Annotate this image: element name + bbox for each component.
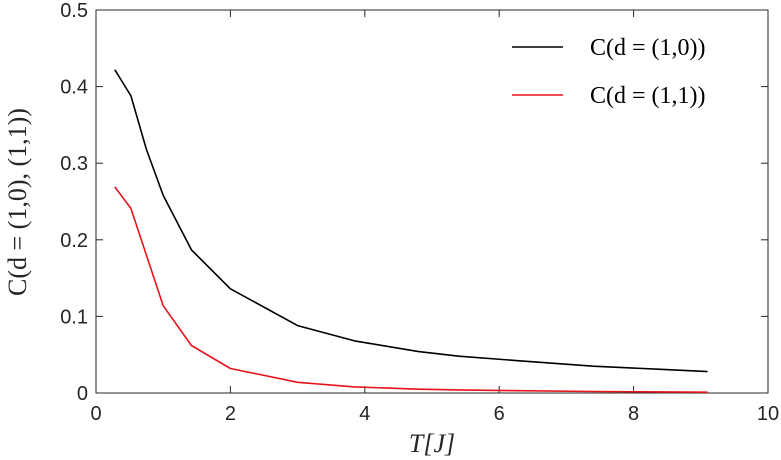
series-line-2: [114, 186, 708, 393]
x-tick-label: 6: [494, 403, 505, 425]
y-axis-label: C(d = (1,0), (1,1)): [3, 108, 32, 296]
axis-ticks: 0 2 4 6 8 10 0 0.1 0.2 0.3 0.4 0.5: [60, 0, 779, 425]
x-tick-label: 0: [90, 403, 101, 425]
y-tick-label: 0.2: [60, 230, 88, 252]
x-tick-label: 8: [628, 403, 639, 425]
x-tick-label: 10: [757, 403, 779, 425]
y-tick-label: 0.4: [60, 77, 88, 99]
legend: C(d = (1,0)) C(d = (1,1)): [512, 35, 706, 109]
plot-frame: [95, 9, 769, 394]
x-tick-label: 2: [225, 403, 236, 425]
y-tick-label: 0.5: [60, 0, 88, 22]
y-tick-label: 0: [77, 383, 88, 405]
legend-label-1: C(d = (1,0)): [590, 35, 706, 61]
x-tick-label: 4: [359, 403, 370, 425]
y-axis-label-text: C(d = (1,0), (1,1)): [3, 108, 32, 296]
series-line-1: [114, 69, 708, 373]
legend-label-2: C(d = (1,1)): [590, 83, 706, 109]
y-tick-label: 0.1: [60, 306, 88, 328]
x-axis-label-text: T[J]: [409, 429, 455, 458]
x-axis-label: T[J]: [409, 429, 455, 458]
y-tick-label: 0.3: [60, 153, 88, 175]
series-layer: [114, 69, 708, 393]
